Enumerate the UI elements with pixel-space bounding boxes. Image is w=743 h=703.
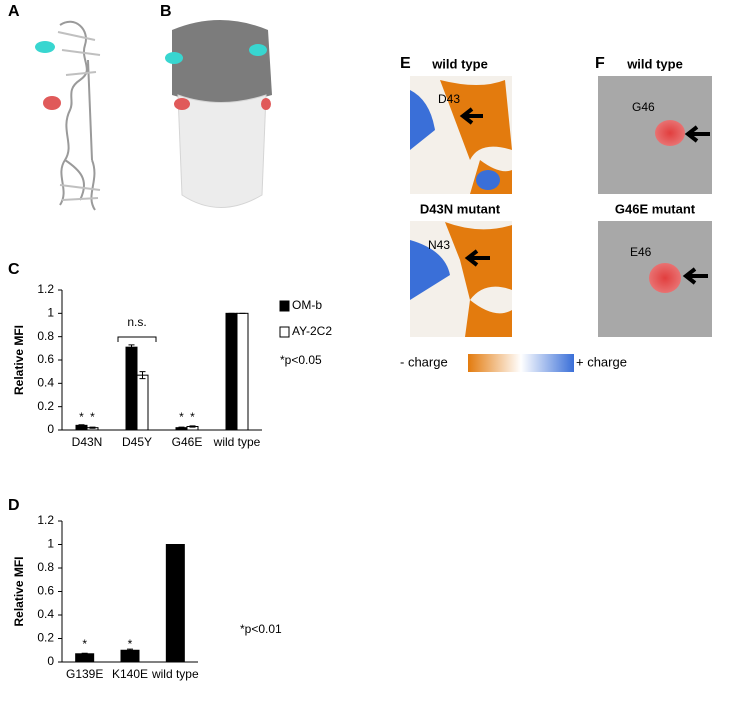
residue-highlight (655, 120, 685, 146)
x-tick-label-box: K140E (111, 668, 148, 681)
bracket-label: n.s. (127, 315, 146, 329)
y-tick-label: 0 (47, 422, 54, 436)
bar (120, 649, 140, 663)
residue-label: D43 (438, 92, 460, 106)
x-tick-label-box: wild type (213, 436, 261, 449)
x-tick-label-box: G46E (171, 436, 203, 449)
y-tick-label: 1.2 (37, 282, 54, 296)
arrow (459, 107, 483, 125)
significance-mark: * (179, 410, 184, 424)
legend-label: OM-b (292, 298, 322, 312)
bar (75, 653, 95, 663)
error-bar (139, 371, 146, 380)
x-tick-label: K140E (111, 668, 148, 681)
error-bar (89, 426, 96, 429)
arrow (684, 125, 710, 143)
bracket (117, 336, 157, 342)
y-tick-label: 1 (47, 537, 54, 551)
ribbon-structure (57, 20, 101, 211)
panel-title: wild type (626, 56, 683, 71)
y-tick-label: 0.2 (37, 399, 54, 413)
error-bar (189, 425, 196, 428)
legend-swatch (279, 300, 290, 312)
x-tick-label: wild type (213, 436, 261, 449)
charge-gradient (468, 354, 574, 372)
y-tick-label: 0.4 (37, 376, 54, 390)
arrow (682, 267, 708, 285)
x-tick-label-box: D45Y (121, 436, 153, 449)
significance-mark: * (128, 637, 133, 651)
panel-letter: D (8, 497, 20, 514)
residue-highlight (649, 263, 681, 293)
y-tick-label: 0.2 (37, 631, 54, 645)
significance-mark: * (79, 410, 84, 424)
significance-mark: * (90, 410, 95, 424)
x-tick-label-box: G139E (65, 668, 104, 681)
panel-title: G46E mutant (615, 201, 696, 216)
y-tick-label: 1 (47, 306, 54, 320)
panel-letter: E (400, 55, 411, 72)
panel-title: wild type (431, 56, 488, 71)
x-tick-label-box: D43N (71, 436, 103, 449)
x-tick-label: G139E (65, 668, 104, 681)
residue-label: N43 (428, 238, 450, 252)
epitope-red (261, 98, 271, 110)
scale-label: - charge (400, 354, 448, 369)
error-bar (178, 426, 185, 429)
y-tick-label: 0.6 (37, 584, 54, 598)
x-tick-label-box: wild type (151, 668, 199, 681)
note: *p<0.01 (240, 622, 282, 636)
residue-label: G46 (632, 100, 655, 114)
y-tick-label: 1.2 (37, 513, 54, 527)
y-tick-label: 0.8 (37, 329, 54, 343)
significance-mark: * (82, 637, 87, 651)
epitope-cyan (35, 41, 55, 53)
x-tick-label: D43N (71, 436, 103, 449)
legend-label: AY-2C2 (292, 324, 332, 338)
surface-head (172, 20, 272, 103)
arrow (464, 249, 490, 267)
significance-mark: * (190, 410, 195, 424)
legend-swatch (279, 326, 290, 338)
panel-letter: B (160, 3, 172, 20)
panel-letter: A (8, 3, 20, 20)
residue-label: E46 (630, 245, 652, 259)
epitope-cyan (249, 44, 267, 56)
panel-letter: C (8, 261, 20, 278)
epitope-cyan (165, 52, 183, 64)
x-tick-label: D45Y (121, 436, 153, 449)
bar (165, 544, 185, 663)
error-bar (128, 344, 135, 350)
panel-title: D43N mutant (420, 201, 501, 216)
surface-stalk (177, 94, 267, 208)
y-tick-label: 0.4 (37, 607, 54, 621)
bar (125, 346, 138, 431)
y-tick-label: 0.8 (37, 560, 54, 574)
note: *p<0.05 (280, 353, 322, 367)
y-axis-label: Relative MFI (12, 556, 26, 626)
error-bar (81, 652, 88, 655)
y-axis-label: Relative MFI (12, 325, 26, 395)
y-tick-label: 0 (47, 654, 54, 668)
error-bar (78, 424, 85, 427)
error-bar (127, 648, 133, 652)
x-tick-label: wild type (151, 668, 199, 681)
bar (236, 312, 249, 431)
scale-label: + charge (576, 354, 627, 369)
charge-surface (410, 76, 512, 194)
epitope-red (43, 96, 61, 110)
charge-surface (410, 221, 512, 337)
panel-letter: F (595, 55, 605, 72)
bar (225, 312, 238, 431)
x-tick-label: G46E (171, 436, 203, 449)
epitope-red (174, 98, 190, 110)
y-tick-label: 0.6 (37, 352, 54, 366)
bar (136, 374, 149, 431)
